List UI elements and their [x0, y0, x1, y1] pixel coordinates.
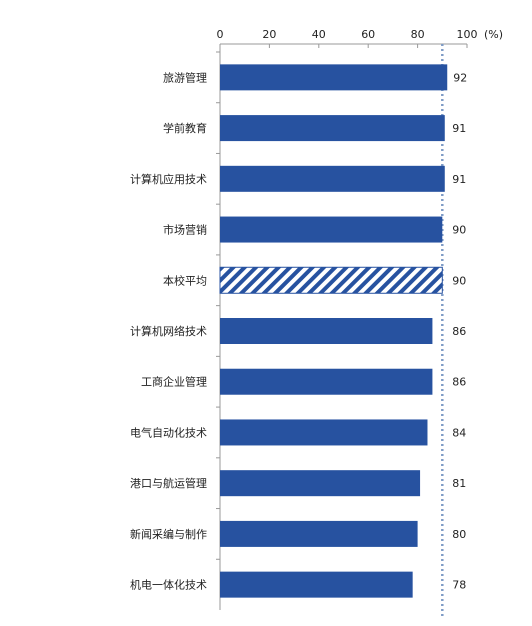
category-label: 旅游管理	[163, 70, 207, 84]
category-label: 电气自动化技术	[130, 425, 207, 439]
category-label: 计算机应用技术	[130, 172, 207, 186]
bar	[220, 470, 421, 497]
x-tick-label: 100	[457, 28, 478, 41]
value-label: 91	[452, 122, 466, 135]
category-label: 港口与航运管理	[130, 476, 207, 490]
value-label: 86	[452, 325, 466, 338]
value-label: 90	[452, 224, 466, 237]
category-label: 市场营销	[163, 223, 207, 237]
bar	[220, 571, 413, 598]
value-label: 90	[452, 274, 466, 287]
value-label: 84	[452, 426, 466, 439]
x-tick-label: 20	[262, 28, 276, 41]
x-tick-label: 0	[217, 28, 224, 41]
bar	[220, 520, 418, 547]
bar	[220, 165, 445, 192]
x-tick-label: 60	[361, 28, 375, 41]
bar	[220, 419, 428, 446]
value-label: 86	[452, 376, 466, 389]
category-label: 计算机网络技术	[130, 324, 207, 338]
value-label: 92	[453, 71, 467, 84]
labels-layer: 旅游管理 92 学前教育 91 计算机应用技术 91 市场营销 90 本校平均 90 计算机网络技术…	[130, 70, 467, 591]
unit-label: (%)	[484, 28, 503, 41]
value-label: 81	[452, 477, 466, 490]
bar	[220, 368, 433, 395]
bar	[220, 216, 443, 243]
bar-average	[219, 266, 443, 294]
category-label: 本校平均	[163, 273, 207, 287]
x-tick-label: 80	[411, 28, 425, 41]
bar	[220, 318, 433, 344]
value-label: 80	[452, 528, 466, 541]
category-label: 新闻采编与制作	[130, 527, 207, 541]
x-tick-label: 40	[312, 28, 326, 41]
bar	[220, 64, 448, 91]
category-label: 机电一体化技术	[130, 578, 207, 592]
bar	[220, 115, 445, 142]
category-label: 工商企业管理	[141, 375, 207, 389]
bars-layer	[219, 64, 448, 598]
value-label: 91	[452, 173, 466, 186]
category-label: 学前教育	[163, 121, 207, 135]
value-label: 78	[452, 579, 466, 592]
